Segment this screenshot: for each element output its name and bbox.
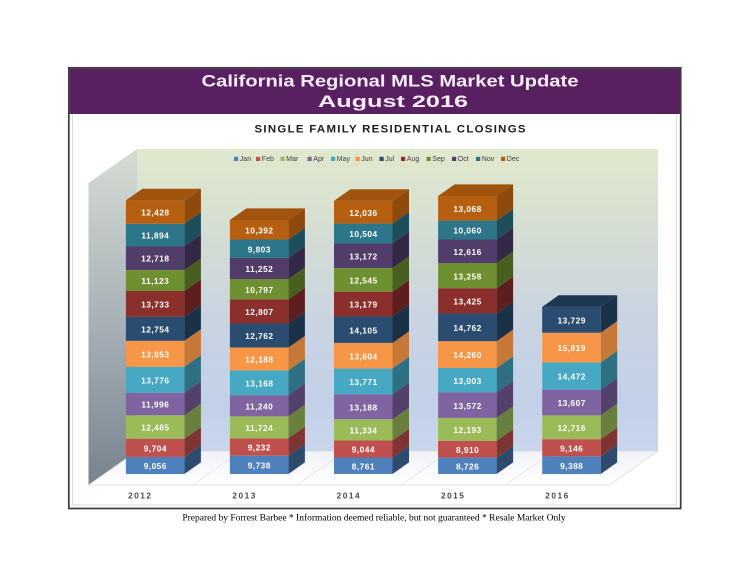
svg-text:12,485: 12,485	[141, 423, 169, 433]
svg-text:13,179: 13,179	[349, 300, 377, 310]
svg-text:12,193: 12,193	[453, 425, 481, 435]
svg-text:Dec: Dec	[507, 156, 520, 163]
svg-text:2013: 2013	[232, 490, 256, 500]
svg-text:10,504: 10,504	[349, 229, 377, 239]
svg-text:9,738: 9,738	[248, 460, 271, 470]
svg-text:Aug: Aug	[407, 156, 420, 163]
svg-text:14,472: 14,472	[558, 372, 586, 382]
svg-text:Prepared by Forrest Barbee * I: Prepared by Forrest Barbee * Information…	[182, 513, 566, 524]
svg-text:11,252: 11,252	[245, 264, 273, 274]
svg-text:13,733: 13,733	[141, 300, 169, 310]
svg-text:Apr: Apr	[313, 156, 325, 163]
svg-text:11,996: 11,996	[141, 400, 169, 410]
svg-text:12,716: 12,716	[558, 423, 586, 433]
svg-text:SINGLE FAMILY RESIDENTIAL CLOS: SINGLE FAMILY RESIDENTIAL CLOSINGS	[255, 123, 526, 135]
svg-text:10,797: 10,797	[245, 285, 273, 295]
svg-text:August 2016: August 2016	[318, 92, 468, 111]
svg-text:14,260: 14,260	[453, 350, 481, 360]
svg-text:8,726: 8,726	[456, 461, 479, 471]
svg-text:11,240: 11,240	[245, 401, 273, 411]
svg-text:Jan: Jan	[240, 156, 251, 163]
svg-text:13,425: 13,425	[453, 296, 481, 306]
svg-text:Jul: Jul	[385, 156, 394, 163]
svg-text:Feb: Feb	[262, 156, 274, 163]
svg-text:12,807: 12,807	[245, 307, 273, 317]
svg-text:13,068: 13,068	[453, 204, 481, 214]
svg-text:15,819: 15,819	[558, 343, 586, 353]
svg-text:2012: 2012	[128, 490, 152, 500]
svg-text:9,388: 9,388	[560, 461, 583, 471]
svg-text:Nov: Nov	[482, 156, 495, 163]
svg-text:13,003: 13,003	[453, 376, 481, 386]
svg-text:9,232: 9,232	[248, 443, 271, 453]
svg-text:13,853: 13,853	[141, 349, 169, 359]
svg-text:2014: 2014	[337, 490, 361, 500]
svg-text:9,803: 9,803	[248, 244, 271, 254]
svg-text:9,056: 9,056	[144, 461, 167, 471]
svg-text:13,776: 13,776	[141, 375, 169, 385]
svg-text:Jun: Jun	[361, 156, 372, 163]
svg-text:11,334: 11,334	[349, 426, 377, 436]
svg-text:12,036: 12,036	[349, 208, 377, 218]
svg-text:10,060: 10,060	[453, 226, 481, 236]
svg-text:13,572: 13,572	[453, 401, 481, 411]
svg-text:California Regional MLS Market: California Regional MLS Market Update	[202, 71, 579, 90]
svg-text:Oct: Oct	[458, 156, 469, 163]
svg-text:9,044: 9,044	[352, 445, 375, 455]
svg-text:14,762: 14,762	[453, 323, 481, 333]
svg-text:May: May	[337, 156, 351, 163]
svg-text:2015: 2015	[441, 490, 465, 500]
svg-text:10,392: 10,392	[245, 225, 273, 235]
svg-text:2016: 2016	[545, 490, 569, 500]
svg-text:11,894: 11,894	[141, 231, 169, 241]
svg-text:14,105: 14,105	[349, 325, 377, 335]
svg-text:11,123: 11,123	[141, 276, 169, 286]
svg-text:12,616: 12,616	[453, 247, 481, 257]
svg-text:13,168: 13,168	[245, 378, 273, 388]
svg-text:12,762: 12,762	[245, 331, 273, 341]
svg-text:12,188: 12,188	[245, 355, 273, 365]
svg-text:Sep: Sep	[432, 156, 445, 163]
svg-text:13,188: 13,188	[349, 402, 377, 412]
svg-text:13,771: 13,771	[349, 377, 377, 387]
svg-text:12,545: 12,545	[349, 276, 377, 286]
svg-text:13,604: 13,604	[349, 351, 377, 361]
svg-text:Mar: Mar	[286, 156, 299, 163]
svg-text:13,729: 13,729	[558, 315, 586, 325]
svg-text:8,910: 8,910	[456, 445, 479, 455]
svg-text:12,754: 12,754	[141, 324, 169, 334]
svg-text:8,761: 8,761	[352, 461, 375, 471]
svg-text:13,172: 13,172	[349, 251, 377, 261]
svg-text:9,146: 9,146	[560, 443, 583, 453]
svg-text:9,704: 9,704	[144, 444, 167, 454]
svg-text:11,724: 11,724	[245, 423, 273, 433]
svg-text:12,428: 12,428	[141, 208, 169, 218]
svg-text:12,718: 12,718	[141, 254, 169, 264]
svg-text:13,258: 13,258	[453, 271, 481, 281]
svg-text:13,607: 13,607	[558, 398, 586, 408]
